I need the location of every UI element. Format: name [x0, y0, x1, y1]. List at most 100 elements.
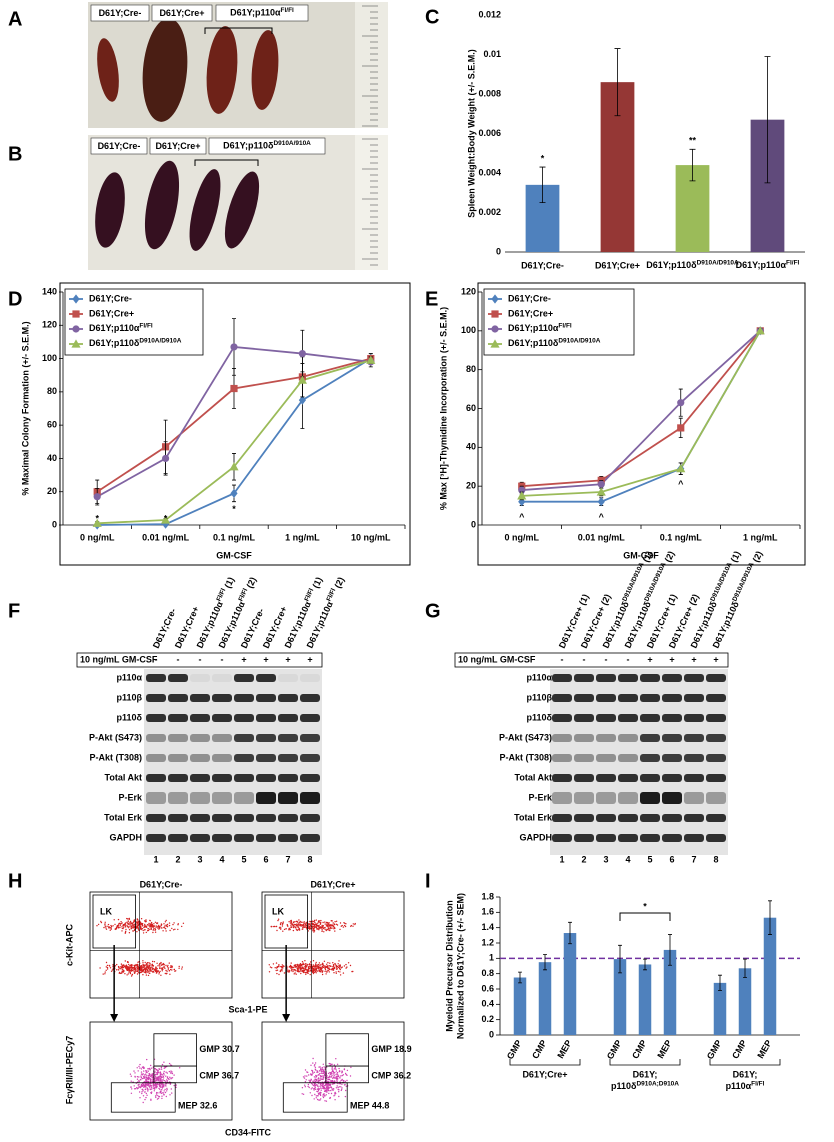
- event-dot: [148, 922, 150, 925]
- axis-label: Sca-1-PE: [228, 1004, 267, 1014]
- event-dot: [314, 921, 316, 924]
- event-dot: [311, 1071, 314, 1073]
- event-dot: [318, 1092, 320, 1094]
- legend-label: D61Y;Cre-: [508, 293, 551, 303]
- event-dot: [143, 964, 145, 966]
- blot-band: [684, 834, 704, 842]
- event-dot: [153, 928, 155, 930]
- lane-number: 8: [713, 854, 718, 864]
- event-dot: [169, 1094, 171, 1096]
- event-dot: [140, 1079, 142, 1081]
- event-dot: [335, 964, 337, 967]
- event-dot: [112, 925, 114, 927]
- event-dot: [131, 973, 134, 976]
- event-dot: [340, 1075, 342, 1077]
- event-dot: [162, 1079, 164, 1081]
- lane-number: 4: [219, 854, 224, 864]
- event-dot: [123, 926, 125, 928]
- event-dot: [134, 1072, 136, 1074]
- event-dot: [334, 927, 336, 929]
- event-dot: [313, 926, 315, 928]
- event-dot: [161, 1095, 163, 1097]
- event-dot: [162, 1092, 165, 1094]
- event-dot: [155, 1083, 157, 1085]
- event-dot: [313, 931, 315, 933]
- event-dot: [144, 920, 146, 922]
- event-dot: [298, 927, 300, 929]
- event-dot: [276, 969, 279, 971]
- event-dot: [316, 1088, 319, 1090]
- event-dot: [308, 963, 310, 966]
- event-dot: [155, 1073, 157, 1076]
- event-dot: [173, 1074, 175, 1076]
- event-dot: [146, 1094, 148, 1097]
- event-dot: [154, 1084, 156, 1086]
- event-dot: [332, 965, 335, 967]
- event-dot: [278, 927, 281, 929]
- event-dot: [129, 971, 131, 974]
- blot-band: [234, 774, 254, 782]
- blot-band: [300, 674, 320, 682]
- event-dot: [322, 1075, 324, 1077]
- event-dot: [281, 970, 283, 972]
- event-dot: [154, 927, 156, 929]
- event-dot: [171, 927, 173, 930]
- treatment-sign: +: [691, 654, 696, 664]
- blot-band: [684, 714, 704, 722]
- event-dot: [341, 1074, 343, 1077]
- blot-band: [168, 834, 188, 842]
- panel-letter: D: [8, 288, 22, 310]
- event-dot: [166, 1077, 169, 1079]
- event-dot: [163, 1094, 165, 1096]
- event-dot: [149, 1086, 151, 1088]
- blot-band: [662, 814, 682, 822]
- event-dot: [103, 926, 105, 929]
- event-dot: [133, 919, 136, 921]
- blot-band: [684, 814, 704, 822]
- arrow-head: [110, 1014, 119, 1022]
- event-dot: [276, 929, 278, 932]
- data-point: [677, 399, 685, 407]
- event-dot: [319, 1087, 322, 1089]
- event-dot: [147, 967, 150, 969]
- event-dot: [128, 969, 130, 972]
- event-dot: [337, 966, 340, 969]
- blot-band: [706, 694, 726, 702]
- event-dot: [178, 967, 180, 969]
- event-dot: [312, 1057, 314, 1060]
- y-tick-label: 0: [471, 519, 476, 529]
- event-dot: [150, 925, 152, 928]
- event-dot: [289, 929, 291, 931]
- event-dot: [147, 974, 150, 977]
- event-dot: [302, 971, 304, 973]
- event-dot: [320, 1082, 322, 1085]
- event-dot: [156, 962, 158, 964]
- blot-band: [552, 674, 572, 682]
- event-dot: [345, 963, 347, 966]
- event-dot: [268, 964, 270, 966]
- event-dot: [137, 922, 139, 924]
- event-dot: [272, 963, 275, 965]
- event-dot: [343, 924, 346, 927]
- event-dot: [339, 964, 341, 966]
- event-dot: [145, 920, 147, 923]
- panel-letter: H: [8, 870, 22, 892]
- event-dot: [317, 921, 320, 923]
- event-dot: [324, 1095, 326, 1097]
- population-label: CMP 36.7: [199, 1070, 239, 1080]
- blot-band: [574, 814, 594, 822]
- event-dot: [331, 1068, 333, 1070]
- blot-band: [212, 754, 232, 762]
- y-tick-label: 120: [42, 320, 57, 330]
- blot-band: [706, 774, 726, 782]
- event-dot: [308, 922, 310, 925]
- event-dot: [328, 971, 330, 973]
- event-dot: [140, 925, 142, 927]
- event-dot: [335, 1076, 337, 1078]
- lane-number: 7: [691, 854, 696, 864]
- event-dot: [321, 1078, 323, 1081]
- event-dot: [162, 1072, 165, 1075]
- event-dot: [139, 1063, 141, 1066]
- blot-band: [190, 774, 210, 782]
- annotation: **: [689, 136, 697, 146]
